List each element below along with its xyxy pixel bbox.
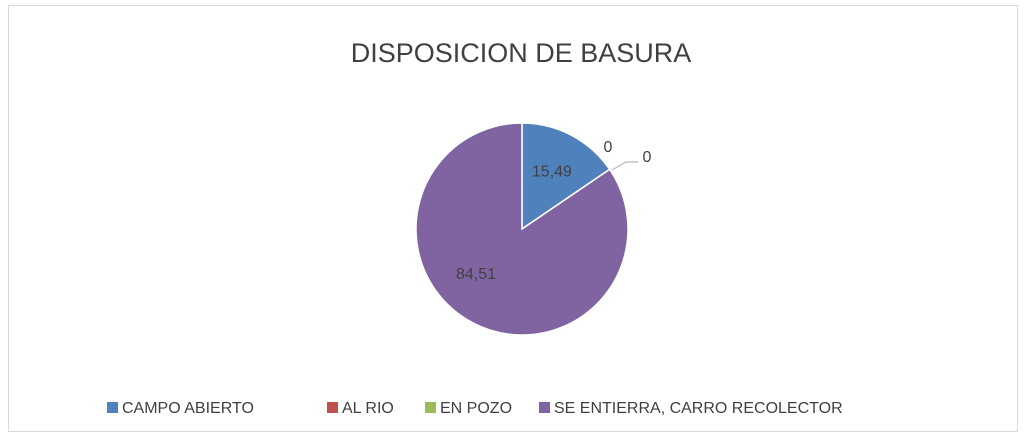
legend-swatch	[425, 402, 436, 413]
legend-swatch	[107, 402, 118, 413]
legend-label: SE ENTIERRA, CARRO RECOLECTOR	[554, 400, 843, 417]
data-label: 0	[604, 139, 613, 156]
data-label: 15,49	[532, 164, 572, 181]
legend-swatch	[327, 402, 338, 413]
pie-slice	[415, 122, 629, 336]
legend-swatch	[539, 402, 550, 413]
chart-title: DISPOSICION DE BASURA	[351, 38, 692, 68]
data-label: 84,51	[456, 266, 496, 283]
legend-label: EN POZO	[440, 400, 512, 417]
pie-slice	[521, 122, 611, 231]
legend-label: AL RIO	[342, 400, 394, 417]
leader-line	[611, 161, 638, 171]
data-label: 0	[643, 149, 652, 166]
legend-label: CAMPO ABIERTO	[122, 400, 254, 417]
